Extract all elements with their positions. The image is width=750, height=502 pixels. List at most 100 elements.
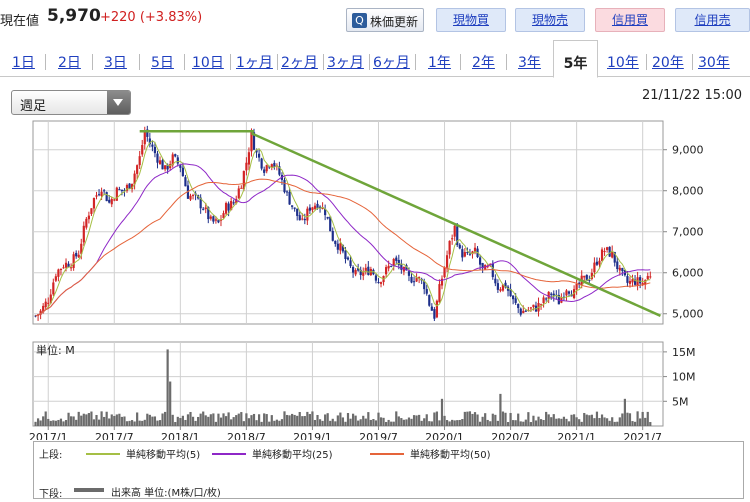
tab-2y[interactable]: 2年 — [472, 55, 495, 71]
candle-body — [603, 251, 606, 253]
tab-6m[interactable]: 6ヶ月 — [373, 55, 410, 71]
candle-body — [136, 165, 139, 174]
tab-5d[interactable]: 5日 — [151, 55, 174, 71]
candle-body — [458, 244, 461, 249]
candle-body — [222, 213, 225, 219]
volume-bar — [611, 417, 614, 426]
candle-body — [128, 183, 131, 189]
tab-3m[interactable]: 3ヶ月 — [327, 55, 364, 71]
volume-bar — [410, 418, 413, 426]
tab-1m[interactable]: 1ヶ月 — [236, 55, 273, 71]
candle-body — [461, 249, 464, 258]
candle-body — [621, 267, 624, 272]
candle-body — [613, 251, 616, 263]
volume-bar — [395, 411, 398, 426]
volume-bar — [443, 415, 446, 426]
volume-bar — [209, 414, 212, 426]
volume-bar — [644, 417, 647, 426]
volume-bar — [169, 381, 172, 426]
volume-bar — [275, 419, 278, 426]
volume-bar — [418, 414, 421, 426]
volume-bar — [301, 416, 304, 426]
tab-20y[interactable]: 20年 — [652, 55, 684, 71]
tab-3y[interactable]: 3年 — [518, 55, 541, 71]
volume-bar — [486, 419, 489, 426]
candle-body — [123, 190, 126, 192]
candle-body — [374, 275, 378, 281]
volume-bar — [77, 411, 80, 426]
volume-bar — [506, 422, 510, 426]
tab-2m[interactable]: 2ヶ月 — [281, 55, 318, 71]
candle-period-select[interactable]: 週足 — [11, 90, 131, 115]
candle-body — [113, 199, 116, 201]
tab-10y[interactable]: 10年 — [607, 55, 639, 71]
candle-body — [92, 198, 96, 209]
candle-body — [550, 293, 553, 295]
volume-bar — [588, 415, 591, 426]
shinyo-sell-button[interactable]: 信用売 — [675, 8, 750, 32]
tab-30y[interactable]: 30年 — [698, 55, 730, 71]
volume-bar — [252, 413, 256, 426]
volume-bar — [306, 411, 309, 426]
tab-3d[interactable]: 3日 — [104, 55, 127, 71]
tab-2d[interactable]: 2日 — [58, 55, 81, 71]
candle-body — [545, 298, 548, 300]
candle-body — [435, 300, 439, 318]
volume-bar — [473, 412, 477, 426]
volume-bar — [62, 421, 65, 426]
price-y-tick-label: 7,000 — [672, 226, 704, 239]
volume-bar — [412, 415, 416, 426]
genbutsu-buy-button[interactable]: 現物買 — [436, 8, 506, 32]
volume-bar — [641, 411, 644, 426]
volume-bar — [44, 411, 47, 426]
volume-bar — [428, 421, 431, 426]
volume-bar — [344, 421, 347, 426]
volume-bar — [197, 416, 200, 426]
volume-bar — [54, 420, 57, 426]
volume-bar — [115, 414, 118, 426]
tab-5y[interactable]: 5年 — [553, 40, 598, 78]
volume-bar — [242, 421, 245, 426]
refresh-button[interactable]: Q 株価更新 — [346, 8, 424, 32]
volume-bar — [385, 421, 388, 426]
volume-bar — [75, 419, 78, 426]
volume-bar — [423, 418, 426, 426]
candle-body — [118, 189, 121, 191]
volume-bar — [349, 418, 352, 426]
candle-body — [70, 267, 73, 269]
volume-bar — [585, 414, 588, 426]
candle-body — [367, 266, 370, 275]
shinyo-buy-button[interactable]: 信用買 — [595, 8, 665, 32]
tab-1d[interactable]: 1日 — [12, 55, 35, 71]
volume-bar — [224, 416, 228, 426]
volume-bar — [285, 414, 289, 426]
volume-bar — [646, 411, 649, 426]
volume-bar — [539, 419, 543, 426]
tab-10d[interactable]: 10日 — [192, 55, 224, 71]
candle-body — [105, 192, 108, 202]
volume-bar — [36, 418, 40, 426]
volume-bar — [496, 420, 499, 426]
candle-body — [59, 268, 63, 271]
candle-body — [318, 206, 322, 209]
candle-body — [209, 216, 212, 219]
volume-bar — [268, 421, 271, 426]
candle-body — [250, 131, 253, 152]
candle-body — [453, 225, 456, 237]
volume-bar — [235, 415, 238, 426]
candle-body — [181, 167, 184, 177]
candle-body — [227, 203, 230, 211]
genbutsu-sell-button[interactable]: 現物売 — [515, 8, 585, 32]
candle-body — [522, 310, 525, 314]
legend-ma50-swatch — [370, 453, 404, 455]
candle-body — [562, 296, 566, 298]
candle-body — [598, 260, 601, 265]
candle-body — [199, 197, 202, 209]
volume-bar — [161, 413, 164, 426]
candle-body — [308, 207, 311, 211]
volume-bar — [445, 420, 449, 426]
volume-bar — [148, 414, 151, 426]
tab-1y[interactable]: 1年 — [428, 55, 451, 71]
chevron-down-icon[interactable] — [107, 91, 130, 114]
candle-body — [130, 183, 134, 190]
